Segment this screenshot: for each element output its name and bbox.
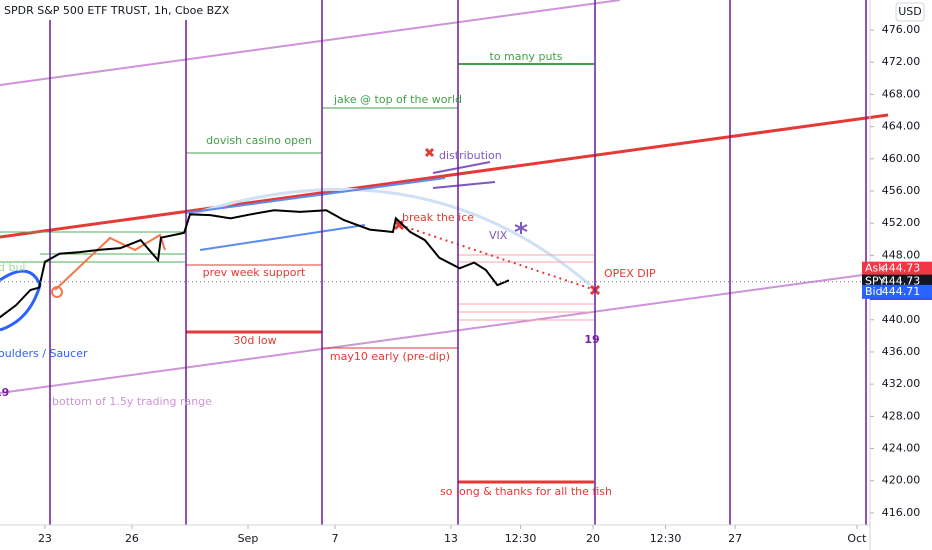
annotation: 30d low [233, 334, 276, 347]
x-tick-label: 12:30 [650, 532, 682, 545]
y-tick-label: 416.00 [882, 506, 921, 519]
price-line [0, 209, 510, 319]
x-tick-label: 26 [125, 532, 139, 545]
y-tick-label: 456.00 [882, 184, 921, 197]
x-tick-label: 7 [331, 532, 338, 545]
ask-name: Ask [865, 262, 885, 275]
annotation: so long & thanks for all the fish [440, 485, 612, 498]
title-bg [0, 0, 200, 20]
annotation: may10 early (pre-dip) [330, 350, 450, 363]
y-tick-label: 424.00 [882, 442, 921, 455]
annotation: to many puts [490, 50, 563, 63]
y-tick-label: 440.00 [882, 313, 921, 326]
x-tick-label: Sep [238, 532, 259, 545]
last-value: 444.73 [882, 275, 921, 288]
y-tick-label: 460.00 [882, 152, 921, 165]
y-tick-label: 468.00 [882, 87, 921, 100]
y-tick-label: 420.00 [882, 474, 921, 487]
y-tick-label: 448.00 [882, 248, 921, 261]
annotation: 19 [0, 386, 9, 399]
annotation: OPEX DIP [604, 267, 656, 280]
x-tick-label: Oct [847, 532, 867, 545]
ask-badge [862, 261, 932, 276]
y-tick-label: 432.00 [882, 377, 921, 390]
last-name: SPY [865, 275, 885, 288]
annotation: prev week support [203, 266, 306, 279]
x-tick-label: 12:30 [505, 532, 537, 545]
y-tick-label: 452.00 [882, 216, 921, 229]
ask-value: 444.73 [882, 262, 921, 275]
currency: USD [898, 5, 922, 18]
annotation: break the ice [402, 211, 474, 224]
currency-box[interactable] [895, 2, 925, 22]
bid-badge [862, 284, 932, 299]
annotation: bottom of 1.5y trading range [52, 395, 212, 408]
y-tick-label: 476.00 [882, 23, 921, 36]
y-tick-label: 464.00 [882, 120, 921, 133]
y-tick-label: 472.00 [882, 55, 921, 68]
annotation: jake @ top of the world [333, 93, 462, 106]
x-tick-label: 13 [444, 532, 458, 545]
x-tick-label: 20 [586, 532, 600, 545]
y-tick-label: 428.00 [882, 409, 921, 422]
annotation: oulders / Saucer [0, 347, 88, 360]
annotation: 19 [584, 333, 599, 346]
chart-title: SPDR S&P 500 ETF TRUST, 1h, Cboe BZX [4, 4, 230, 17]
bid-name: Bid [865, 285, 883, 298]
x-tick-label: 23 [38, 532, 52, 545]
bid-value: 444.71 [882, 285, 921, 298]
annotation: dovish casino open [206, 134, 312, 147]
annotation: VIX [489, 229, 508, 242]
y-tick-label: 436.00 [882, 345, 921, 358]
annotation: d bul [0, 261, 26, 274]
x-tick-label: 27 [728, 532, 742, 545]
annotation: distribution [439, 149, 502, 162]
